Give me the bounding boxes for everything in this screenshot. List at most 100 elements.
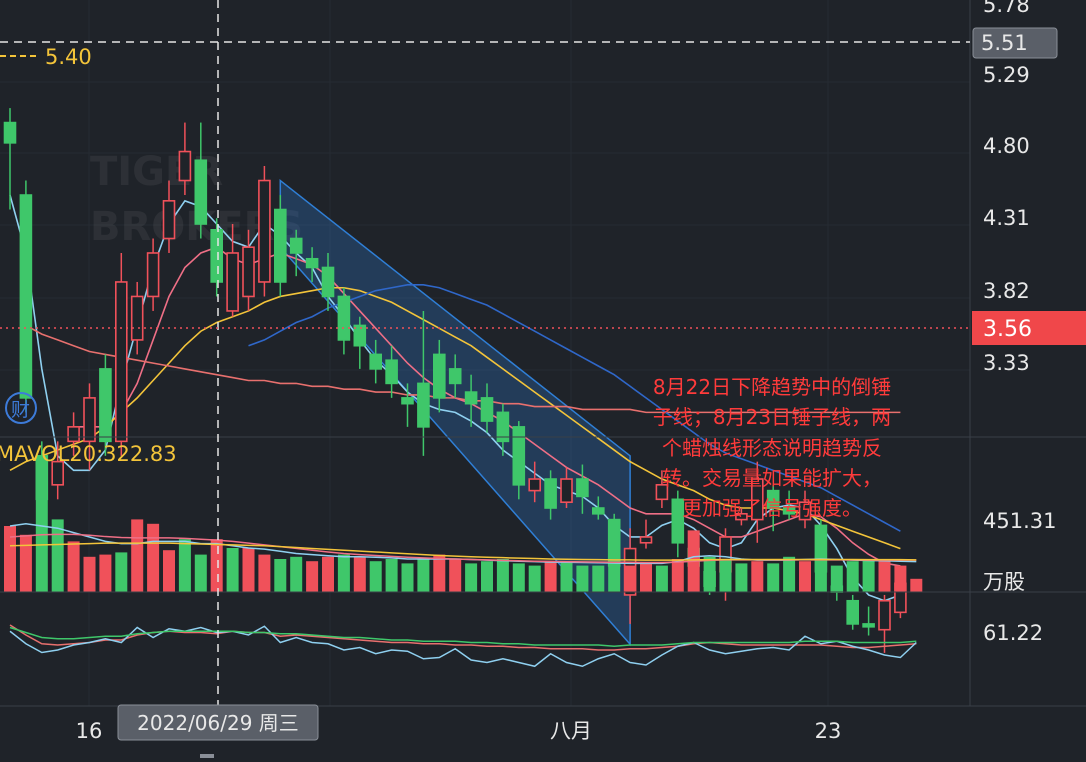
- volume-bar: [178, 539, 191, 592]
- candle-body: [671, 498, 685, 544]
- candle-body: [369, 353, 383, 370]
- candle-body: [337, 295, 351, 341]
- finance-badge-icon[interactable]: [5, 392, 37, 424]
- oscillator-line: [9, 626, 917, 648]
- volume-bar: [337, 554, 350, 592]
- current-price-tag: [972, 311, 1086, 345]
- volume-bar: [194, 554, 207, 592]
- candle-body: [289, 237, 303, 254]
- candle-body: [480, 397, 494, 422]
- volume-bar: [751, 561, 764, 592]
- annotation-line: 个蜡烛线形态说明趋势反: [662, 436, 882, 460]
- candle-body: [321, 266, 335, 298]
- candle-body: [782, 507, 796, 515]
- candle-body: [273, 208, 287, 283]
- candle-body: [512, 426, 526, 486]
- volume-bar: [767, 563, 780, 592]
- candle-body: [846, 599, 860, 625]
- candle-body: [464, 391, 478, 405]
- candle-body: [607, 518, 621, 567]
- volume-unit-label: 万股: [983, 570, 1025, 594]
- volume-bar: [449, 559, 462, 592]
- candle-body: [194, 159, 208, 225]
- volume-bar: [703, 556, 716, 592]
- scroll-indicator[interactable]: [200, 754, 214, 758]
- candle-body: [353, 324, 367, 347]
- volume-bar: [830, 565, 843, 592]
- volume-bar: [624, 565, 637, 592]
- volume-bar: [99, 554, 112, 592]
- y-tick-label: 4.80: [983, 134, 1030, 158]
- candle-body: [766, 489, 780, 509]
- volume-bars: [4, 499, 923, 592]
- candle-body: [19, 194, 33, 399]
- candle-body: [576, 478, 589, 498]
- volume-bar: [163, 550, 175, 592]
- candle-body: [735, 513, 748, 521]
- volume-bar: [322, 556, 334, 592]
- crosshair-price-label: 5.51: [981, 31, 1028, 55]
- volume-bar: [655, 565, 668, 592]
- volume-bar: [544, 561, 557, 592]
- candle-body: [83, 397, 96, 443]
- volume-bar: [385, 559, 398, 592]
- volume-bar: [528, 565, 541, 592]
- crosshair-date-label: 2022/06/29 周三: [137, 711, 299, 735]
- volume-bar: [417, 559, 430, 592]
- current-price-label: 3.56: [983, 317, 1032, 342]
- candle-body: [385, 359, 398, 385]
- volume-bar: [640, 563, 652, 592]
- volume-bar: [799, 561, 811, 592]
- volume-bar: [433, 554, 446, 592]
- volume-bar: [719, 559, 732, 592]
- volume-bar: [481, 561, 493, 592]
- candle-body: [305, 257, 319, 269]
- volume-bar: [608, 563, 621, 592]
- volume-bar: [290, 556, 303, 592]
- annotation-line: 子线；8月23日锤子线，两: [653, 405, 891, 429]
- volume-bar: [465, 563, 478, 592]
- volume-bar: [83, 556, 96, 592]
- volume-bar: [67, 541, 80, 592]
- volume-bar: [496, 559, 509, 592]
- candle-body: [258, 179, 271, 283]
- candle-body: [448, 368, 462, 385]
- candle-body: [51, 460, 65, 486]
- volume-bar: [258, 554, 271, 592]
- volume-bar: [306, 561, 319, 592]
- candle-body: [655, 484, 669, 501]
- y-tick-label: 3.82: [983, 279, 1030, 303]
- x-tick-label: 16: [76, 719, 103, 743]
- volume-bar: [226, 548, 239, 592]
- annotation-text: 8月22日下降趋势中的倒锤 子线；8月23日锤子线，两 个蜡烛线形态说明趋势反 …: [653, 375, 891, 520]
- volume-bar: [735, 563, 748, 592]
- volume-bar: [592, 565, 605, 592]
- candle-body: [544, 478, 557, 509]
- oscillator-y-tick: 61.22: [983, 621, 1043, 645]
- candle-body: [226, 252, 239, 312]
- volume-bar: [401, 563, 414, 592]
- annotation-line: 转。交易量如果能扩大，: [662, 466, 882, 490]
- volume-bar: [560, 561, 573, 592]
- volume-bar: [147, 523, 160, 592]
- candle-body: [560, 478, 573, 504]
- volume-bar: [576, 565, 589, 592]
- candle-body: [67, 426, 80, 443]
- candle-body: [146, 252, 160, 298]
- candle-body: [496, 411, 510, 443]
- volume-bar: [671, 559, 684, 592]
- volume-bar: [210, 539, 223, 592]
- candle-body: [35, 455, 49, 501]
- finance-badge-label: 财: [11, 399, 30, 421]
- volume-bar: [242, 548, 255, 592]
- candle-body: [528, 478, 542, 492]
- candle-body: [242, 246, 255, 298]
- candle-body: [210, 228, 223, 283]
- y-tick-label: 3.33: [983, 351, 1030, 375]
- volume-indicator-label: MAVOL20:322.83: [0, 442, 177, 466]
- candle-body: [591, 507, 605, 515]
- volume-bar: [783, 556, 796, 592]
- annotation-line: 8月22日下降趋势中的倒锤: [653, 375, 891, 399]
